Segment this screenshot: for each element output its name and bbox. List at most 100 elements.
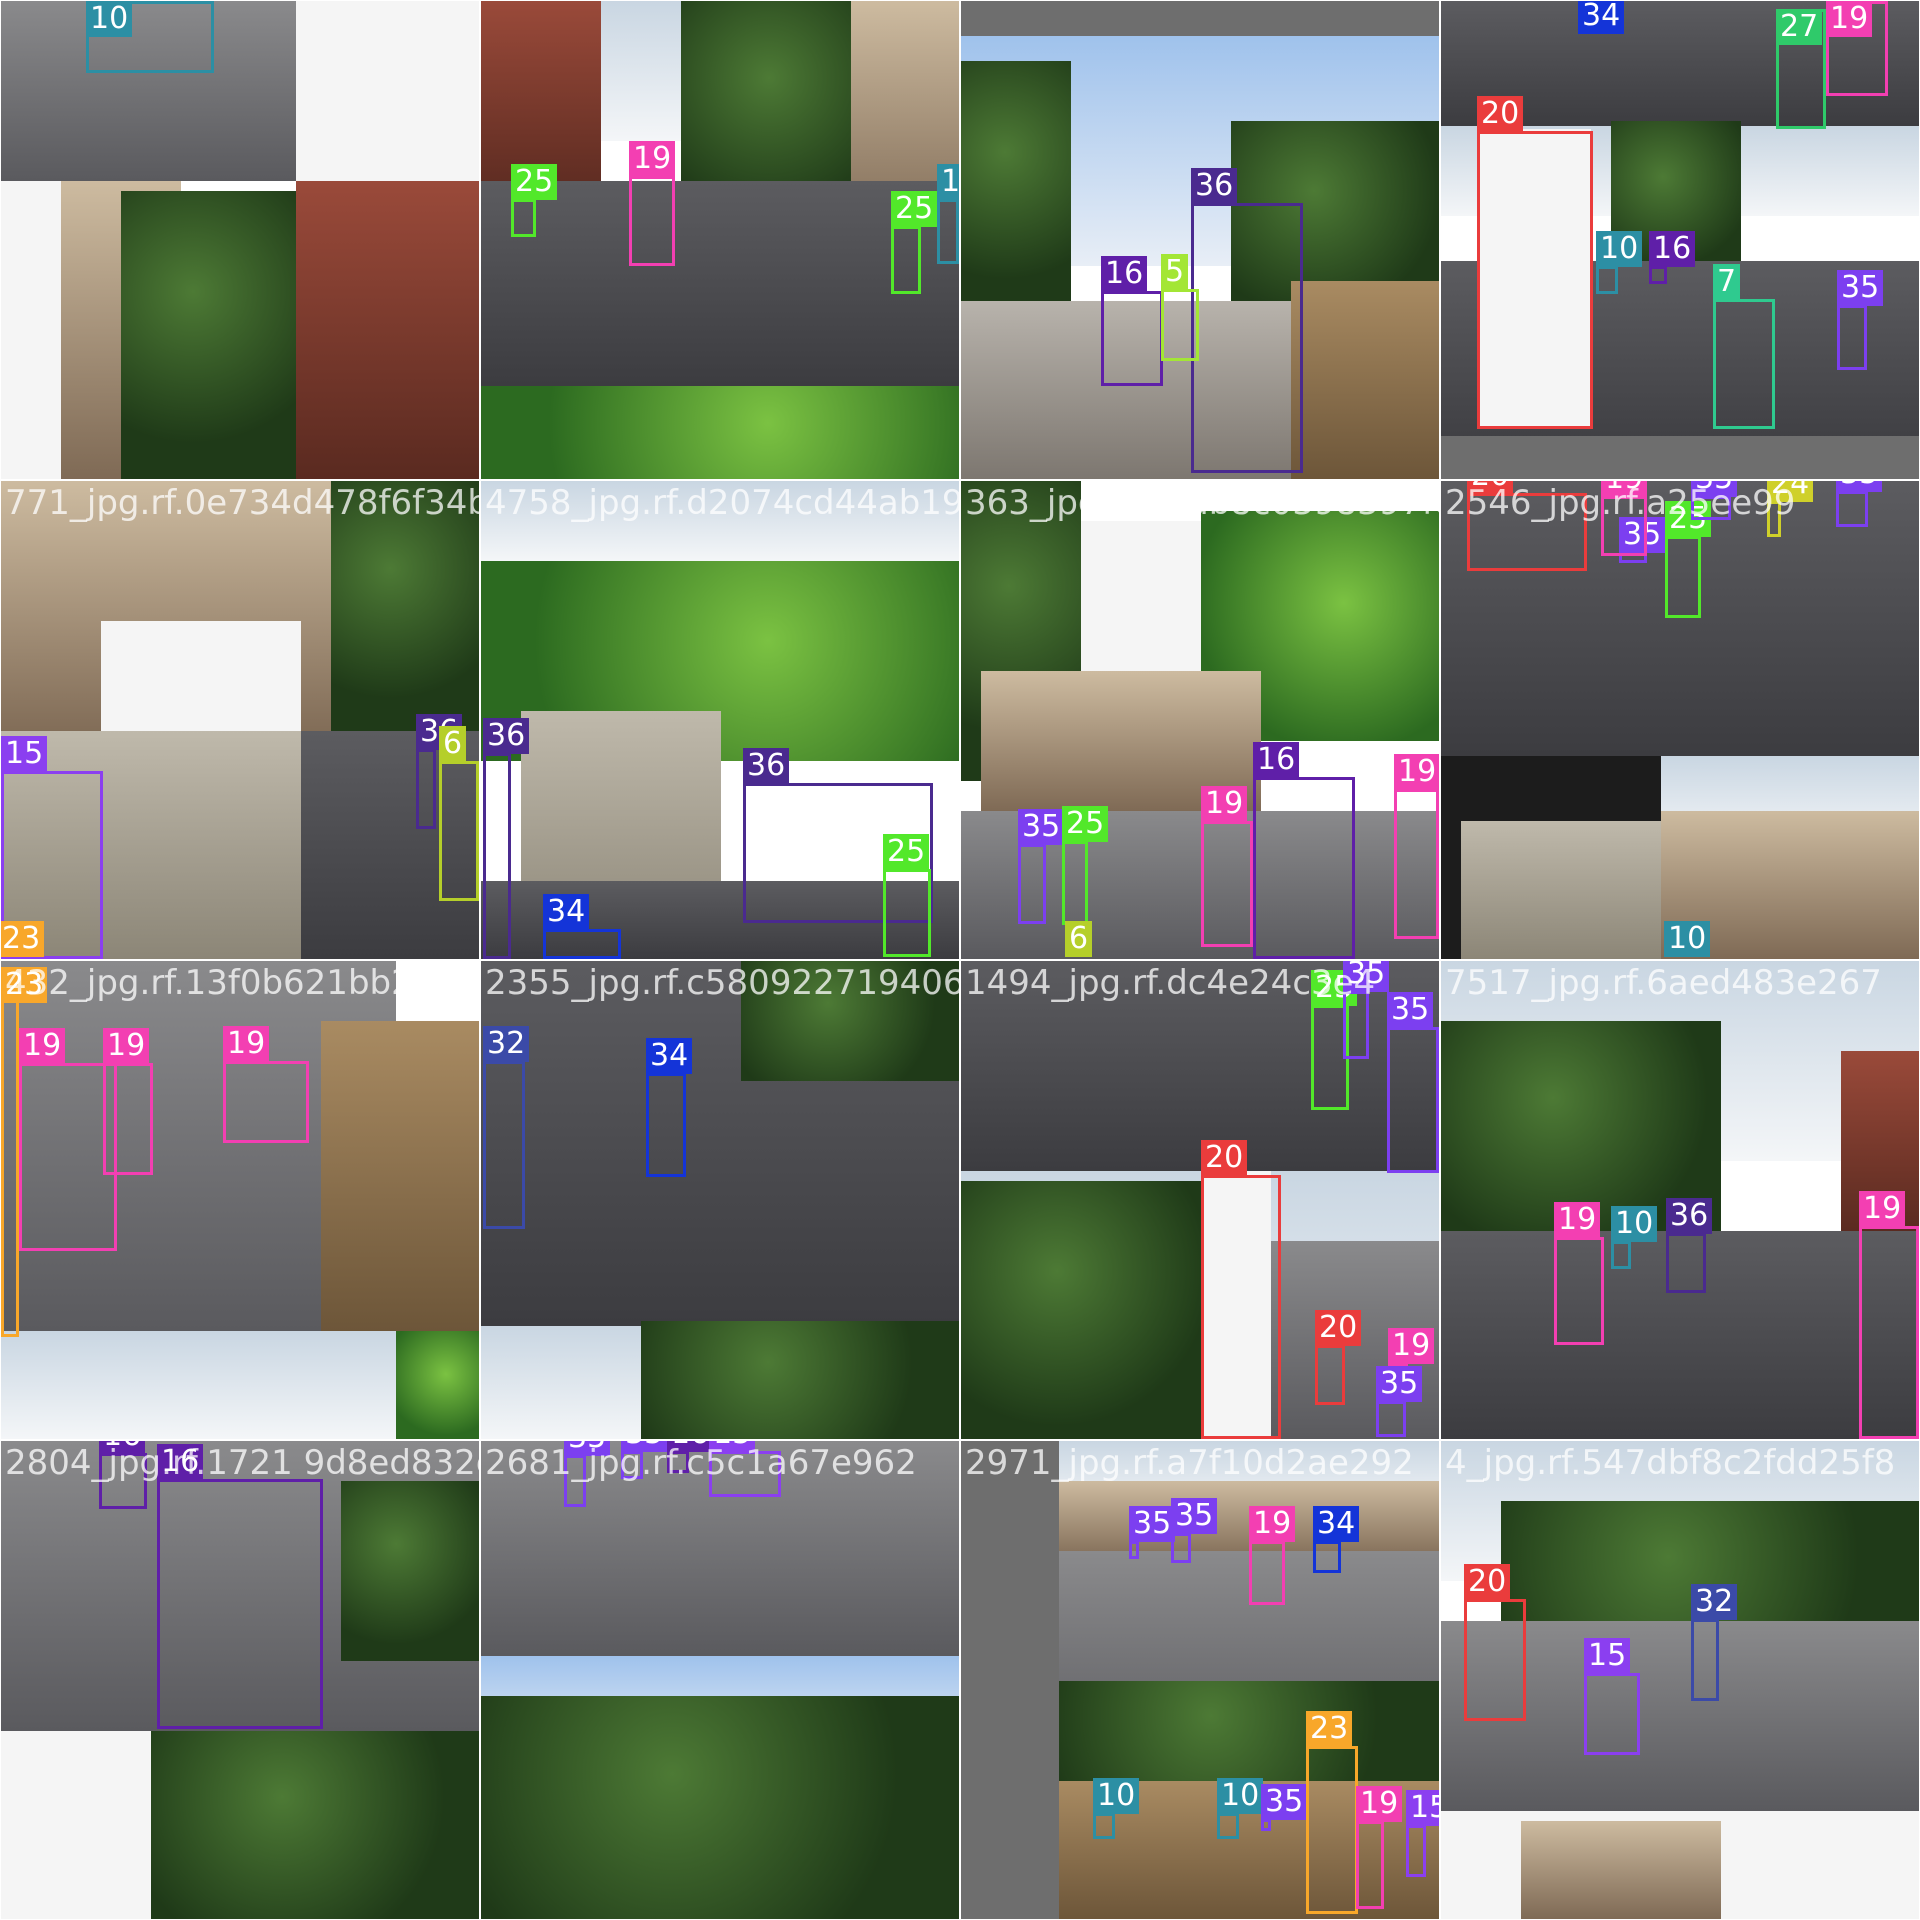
class-label: 25 bbox=[891, 191, 938, 227]
class-label: 34 bbox=[1313, 1506, 1360, 1542]
detection-box: 35 bbox=[1836, 481, 1883, 527]
image-filename: 2546_jpg.rf.a25ee99 bbox=[1445, 483, 1796, 523]
class-label: 24 bbox=[1767, 481, 1814, 502]
detection-box: 36 bbox=[1191, 168, 1303, 473]
image-filename: 2355_jpg.rf.c5809227194061 bbox=[485, 963, 960, 1003]
detection-box: 10 bbox=[1611, 1206, 1658, 1269]
detection-box: 32 bbox=[1691, 1584, 1738, 1701]
detection-box: 16 bbox=[1253, 742, 1355, 959]
class-label: 20 bbox=[1201, 1140, 1248, 1176]
detection-box: 20 bbox=[1477, 96, 1593, 429]
detection-box: 32 bbox=[483, 1026, 530, 1229]
class-label: 35 bbox=[1129, 1506, 1176, 1542]
class-label: 35 bbox=[1691, 481, 1738, 497]
class-label: 35 bbox=[1018, 809, 1065, 845]
detection-box: 15 bbox=[1584, 1638, 1640, 1755]
class-label: 35 bbox=[1836, 481, 1883, 492]
detection-box: 36 bbox=[416, 714, 463, 829]
detection-box: 35 bbox=[1619, 517, 1666, 563]
detection-box: 16 bbox=[1101, 256, 1163, 386]
detection-box: 19 bbox=[629, 141, 676, 266]
class-label: 16 bbox=[1101, 256, 1148, 292]
class-label: 16 bbox=[99, 1441, 146, 1454]
detection-box: 19 bbox=[1394, 754, 1439, 939]
class-label: 20 bbox=[1464, 1564, 1511, 1600]
mosaic-tile: 34 27 19 20 10 16 7 35 bbox=[1440, 0, 1920, 480]
detection-box: 23 bbox=[1, 967, 48, 1337]
class-label: 35 bbox=[621, 1441, 668, 1452]
detection-box: 19 bbox=[223, 1026, 309, 1143]
detection-box: 16 bbox=[157, 1444, 323, 1729]
class-label: 19 bbox=[19, 1028, 66, 1064]
detection-box: 25 bbox=[1062, 806, 1109, 925]
detection-box: 25 bbox=[891, 191, 938, 294]
detection-box: 15 bbox=[1, 736, 103, 959]
image-filename: 4_jpg.rf.547dbf8c2fdd25f8 bbox=[1445, 1443, 1896, 1483]
class-label: 20 bbox=[1315, 1310, 1362, 1346]
detection-box: 19 bbox=[19, 1028, 117, 1251]
mosaic-tile: 25 35 35 20 20 19 35 1494_jpg.rf.dc4e24c… bbox=[960, 960, 1440, 1440]
mosaic-tile: 36 36 25 34 4758_jpg.rf.d2074cd44ab198 bbox=[480, 480, 960, 960]
detection-box: 15 bbox=[709, 1441, 781, 1497]
class-label: 16 bbox=[1649, 231, 1696, 267]
class-label: 10 bbox=[937, 164, 959, 200]
class-label: 10 bbox=[1596, 231, 1643, 267]
class-label: 25 bbox=[511, 164, 558, 200]
class-label: 23 bbox=[1, 967, 48, 1003]
mosaic-tile: 35 35 19 34 10 10 35 23 19 15 2971_jpg.r… bbox=[960, 1440, 1440, 1920]
detection-box: 19 bbox=[1601, 481, 1648, 556]
class-label: 15 bbox=[1406, 1790, 1439, 1826]
image-filename: 2681_jpg.rf.c5c1a67e962 bbox=[485, 1443, 917, 1483]
detection-box: 25 bbox=[1665, 501, 1712, 618]
class-label: 19 bbox=[1601, 481, 1648, 497]
class-label: 19 bbox=[223, 1026, 270, 1062]
class-label: 19 bbox=[1356, 1786, 1403, 1822]
detection-box: 20 bbox=[1201, 1140, 1281, 1439]
class-label: 15 bbox=[1584, 1638, 1631, 1674]
detection-box: 20 bbox=[1315, 1310, 1362, 1405]
mosaic-tile: 19 19 19 23 432_jpg.rf.13f0b621bb2d958 bbox=[0, 960, 480, 1440]
class-label: 10 bbox=[1611, 1206, 1658, 1242]
detection-box: 6 bbox=[439, 726, 479, 901]
class-label: 19 bbox=[1859, 1191, 1906, 1227]
class-label: 36 bbox=[743, 748, 790, 784]
mosaic-tile: 35 35 16 15 2681_jpg.rf.c5c1a67e962 bbox=[480, 1440, 960, 1920]
detection-box: 35 bbox=[1837, 270, 1884, 370]
mosaic-tile: 20 35 19 25 35 24 35 10 2546_jpg.rf.a25e… bbox=[1440, 480, 1920, 960]
class-label: 16 bbox=[1253, 742, 1300, 778]
class-label: 34 bbox=[1578, 1, 1625, 34]
mosaic-tile: 36 16 5 bbox=[960, 0, 1440, 480]
class-label: 15 bbox=[709, 1441, 756, 1452]
class-label: 27 bbox=[1776, 9, 1823, 45]
detection-box: 19 bbox=[1201, 786, 1253, 947]
detection-box: 35 bbox=[1343, 961, 1390, 1059]
class-label: 6 bbox=[1065, 921, 1093, 957]
image-filename: 2971_jpg.rf.a7f10d2ae292 bbox=[965, 1443, 1414, 1483]
class-label: 10 bbox=[1093, 1778, 1140, 1814]
detection-box: 19 bbox=[1249, 1506, 1296, 1605]
class-label: 36 bbox=[483, 718, 530, 754]
image-filename: 771_jpg.rf.0e734d478f6f34b bbox=[5, 483, 480, 523]
class-label: 10 bbox=[1217, 1778, 1264, 1814]
detection-box: 24 bbox=[1767, 481, 1814, 537]
class-label: 35 bbox=[1387, 992, 1434, 1028]
class-label: 35 bbox=[564, 1441, 611, 1456]
class-label: 35 bbox=[1619, 517, 1666, 553]
class-label: 35 bbox=[1171, 1498, 1218, 1534]
detection-box: 19 bbox=[1554, 1202, 1604, 1345]
class-label: 35 bbox=[1837, 270, 1884, 306]
mosaic-tile: 10 bbox=[0, 0, 480, 480]
mosaic-tile: 15 36 6 23 771_jpg.rf.0e734d478f6f34b bbox=[0, 480, 480, 960]
class-label: 35 bbox=[1343, 961, 1390, 992]
image-filename: 2804_jpg.rf.1721 9d8ed832e bbox=[5, 1443, 480, 1483]
detection-box: 10 bbox=[86, 1, 214, 73]
detection-box: 19 bbox=[103, 1028, 153, 1175]
class-label: 20 bbox=[1477, 96, 1524, 132]
image-filename: 4758_jpg.rf.d2074cd44ab198 bbox=[485, 483, 960, 523]
detection-box: 34 bbox=[646, 1038, 693, 1177]
class-label: 36 bbox=[1191, 168, 1238, 204]
class-label: 19 bbox=[103, 1028, 150, 1064]
mosaic-tile: 35 25 19 16 19 6 363_jpg.rf.62ab8c039839… bbox=[960, 480, 1440, 960]
class-label: 32 bbox=[1691, 1584, 1738, 1620]
class-label: 10 bbox=[1664, 921, 1711, 957]
